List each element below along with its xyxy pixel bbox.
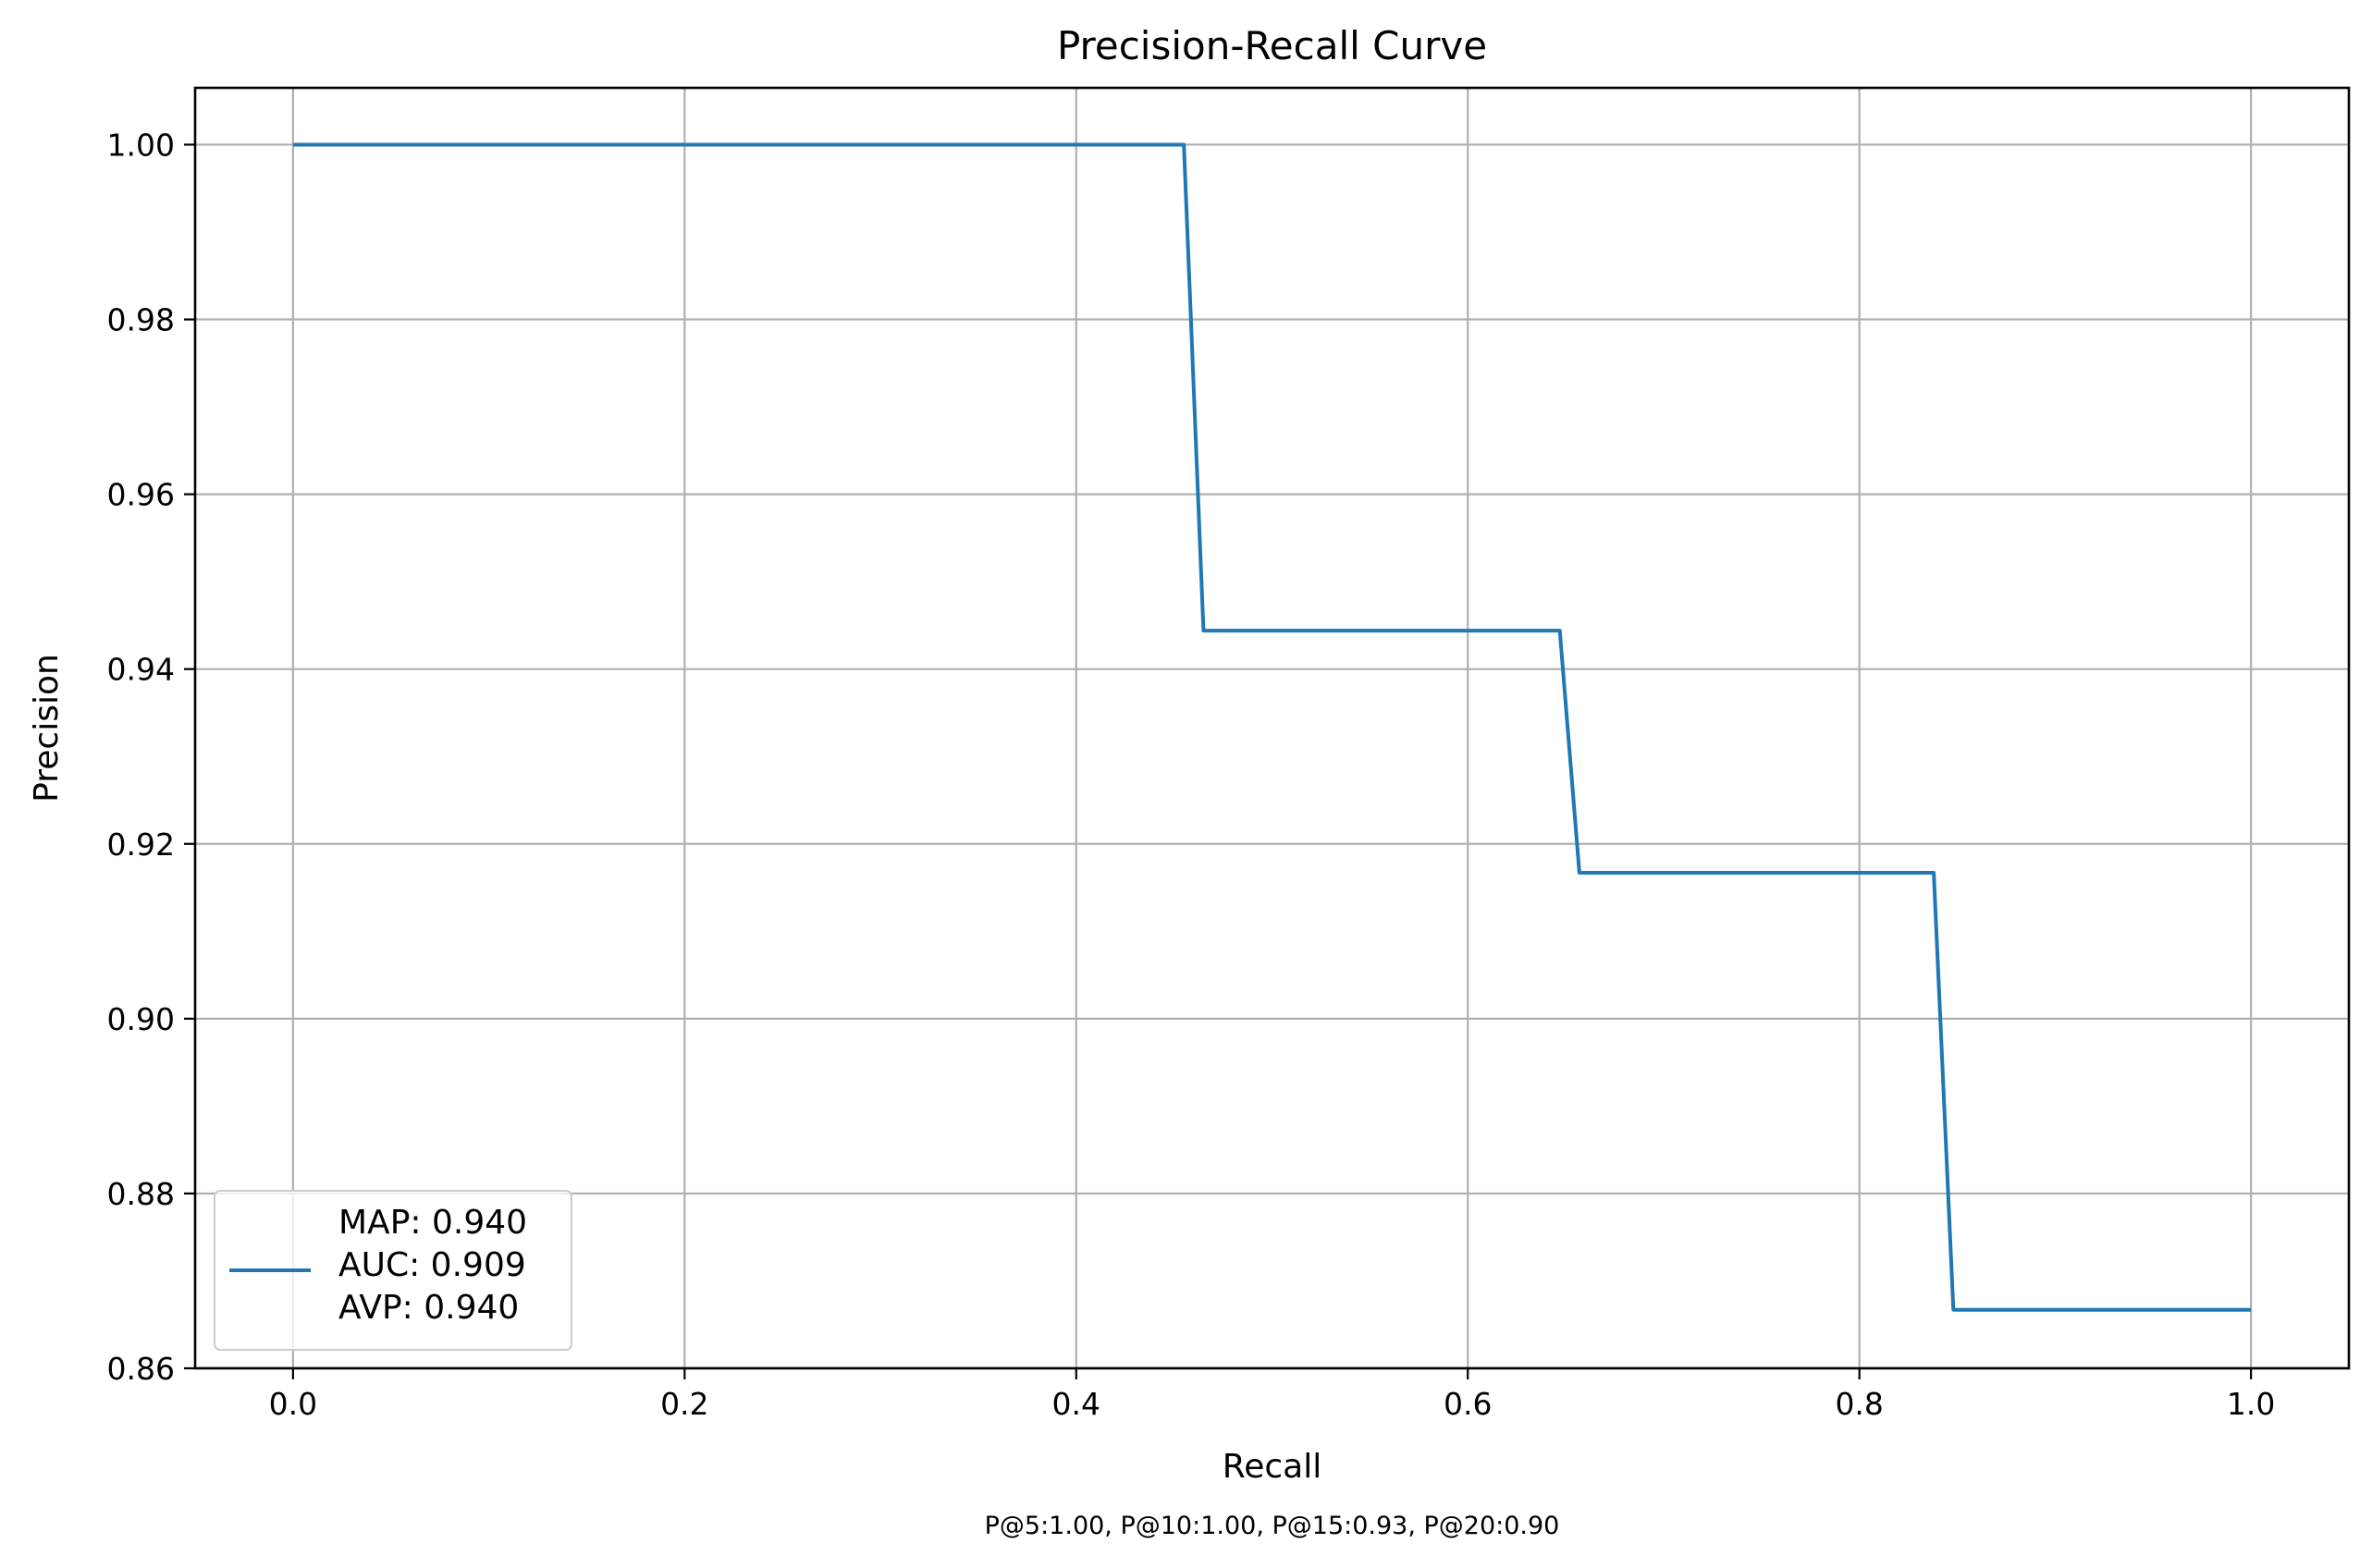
legend: MAP: 0.940 AUC: 0.909 AVP: 0.940 (214, 1190, 572, 1351)
y-tick-label-3: 0.92 (107, 827, 175, 863)
y-axis-ticks: 0.86 0.88 0.90 0.92 0.94 0.96 0.98 1.00 (107, 127, 195, 1387)
x-axis-ticks: 0.0 0.2 0.4 0.6 0.8 1.0 (269, 1368, 2275, 1422)
precision-at-k-footnote: P@5:1.00, P@10:1.00, P@15:0.93, P@20:0.9… (985, 1512, 1560, 1540)
legend-entry-map: MAP: 0.940 (338, 1204, 527, 1242)
x-tick-label-1: 0.2 (660, 1386, 708, 1422)
y-tick-label-1: 0.88 (107, 1176, 175, 1212)
y-tick-label-5: 0.96 (107, 477, 175, 513)
chart-title: Precision-Recall Curve (1057, 23, 1487, 68)
y-tick-label-6: 0.98 (107, 302, 175, 338)
y-tick-label-7: 1.00 (107, 127, 175, 163)
x-axis-label: Recall (1223, 1448, 1321, 1486)
plot-frame (193, 86, 2351, 1370)
x-tick-label-4: 0.8 (1835, 1386, 1883, 1422)
y-tick-label-4: 0.94 (107, 652, 175, 688)
x-tick-label-2: 0.4 (1052, 1386, 1100, 1422)
series-layer (292, 142, 2252, 1312)
series-line-0 (292, 142, 2252, 1312)
x-tick-label-0: 0.0 (269, 1386, 317, 1422)
y-tick-label-2: 0.90 (107, 1001, 175, 1037)
y-axis-label: Precision (28, 654, 66, 802)
legend-box (214, 1190, 572, 1351)
y-tick-label-0: 0.86 (107, 1351, 175, 1387)
legend-entry-avp: AVP: 0.940 (338, 1289, 519, 1327)
x-tick-label-3: 0.6 (1444, 1386, 1492, 1422)
x-tick-label-5: 1.0 (2227, 1386, 2275, 1422)
legend-entry-auc: AUC: 0.909 (338, 1246, 526, 1284)
